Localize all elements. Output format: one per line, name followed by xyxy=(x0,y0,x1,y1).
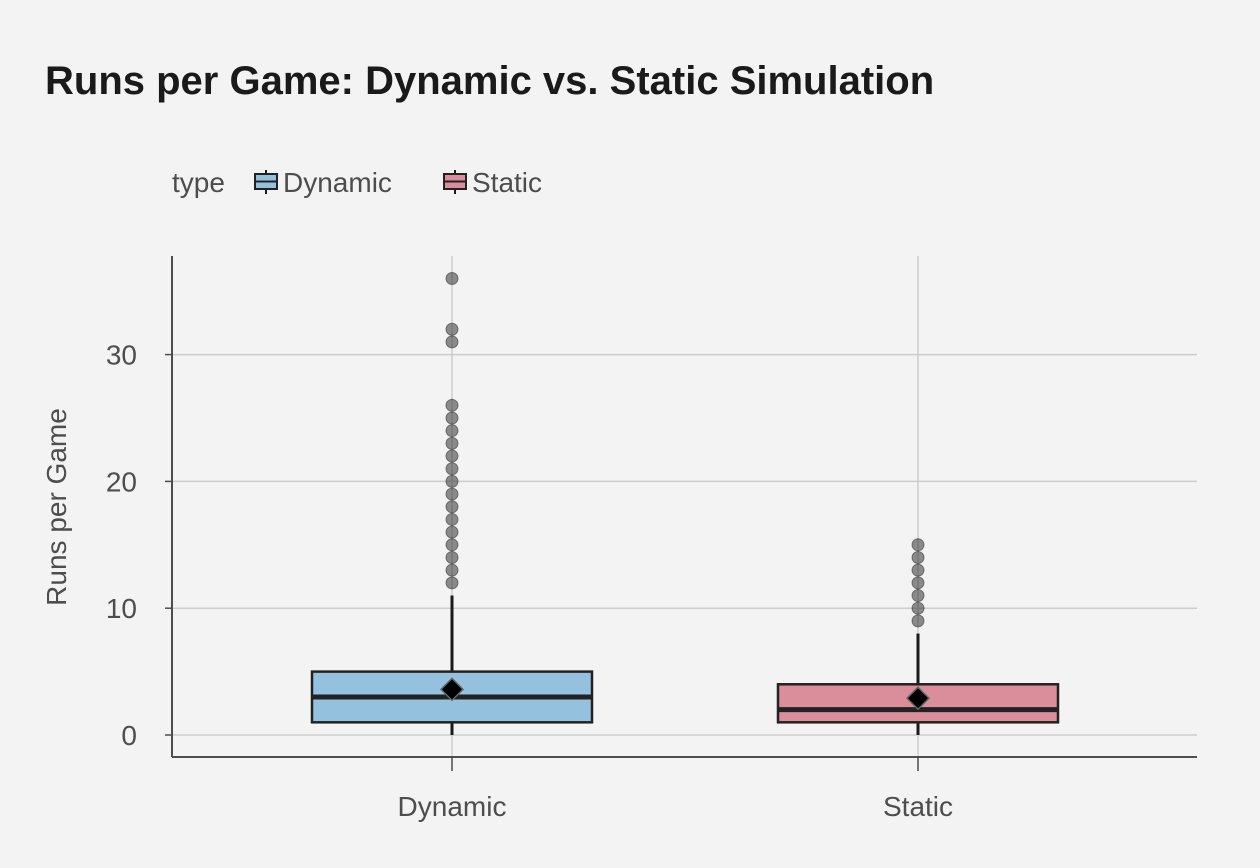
outlier-point xyxy=(445,272,459,286)
y-tick-label: 30 xyxy=(106,340,137,371)
y-tick-label: 20 xyxy=(106,466,137,497)
chart-title: Runs per Game: Dynamic vs. Static Simula… xyxy=(45,59,934,103)
outlier-point xyxy=(445,500,459,514)
outlier-point xyxy=(445,462,459,476)
y-tick-label: 10 xyxy=(106,593,137,624)
box-static xyxy=(776,538,1060,735)
outlier-point xyxy=(445,550,459,564)
outlier-point xyxy=(445,322,459,336)
outlier-point xyxy=(445,538,459,552)
outlier-point xyxy=(911,601,925,615)
outlier-point xyxy=(445,576,459,590)
legend-label: Dynamic xyxy=(283,167,392,198)
outlier-point xyxy=(445,474,459,488)
outlier-point xyxy=(911,614,925,628)
outlier-point xyxy=(445,525,459,539)
legend-title: type xyxy=(172,167,225,198)
legend-entry-dynamic: Dynamic xyxy=(254,167,392,198)
axes: 0 10 20 30 Dynamic Static xyxy=(106,256,1197,822)
outlier-point xyxy=(445,335,459,349)
legend-entry-static: Static xyxy=(443,167,542,198)
outlier-point xyxy=(445,512,459,526)
outlier-point xyxy=(911,563,925,577)
y-axis-title: Runs per Game xyxy=(41,408,72,606)
outlier-point xyxy=(445,411,459,425)
outlier-point xyxy=(911,576,925,590)
outlier-point xyxy=(911,538,925,552)
outlier-point xyxy=(445,563,459,577)
mean-marker xyxy=(439,677,465,702)
outlier-point xyxy=(445,487,459,501)
legend: type Dynamic Static xyxy=(172,167,542,198)
outlier-point xyxy=(911,589,925,603)
box-dynamic xyxy=(310,272,594,735)
outlier-point xyxy=(445,436,459,450)
outlier-point xyxy=(911,550,925,564)
outlier-point xyxy=(445,424,459,438)
mean-marker xyxy=(905,686,931,711)
outlier-point xyxy=(445,398,459,412)
outlier-point xyxy=(445,449,459,463)
legend-label: Static xyxy=(472,167,542,198)
x-tick-label: Dynamic xyxy=(398,791,507,822)
y-tick-label: 0 xyxy=(121,720,137,751)
boxes xyxy=(310,272,1060,735)
x-tick-label: Static xyxy=(883,791,953,822)
